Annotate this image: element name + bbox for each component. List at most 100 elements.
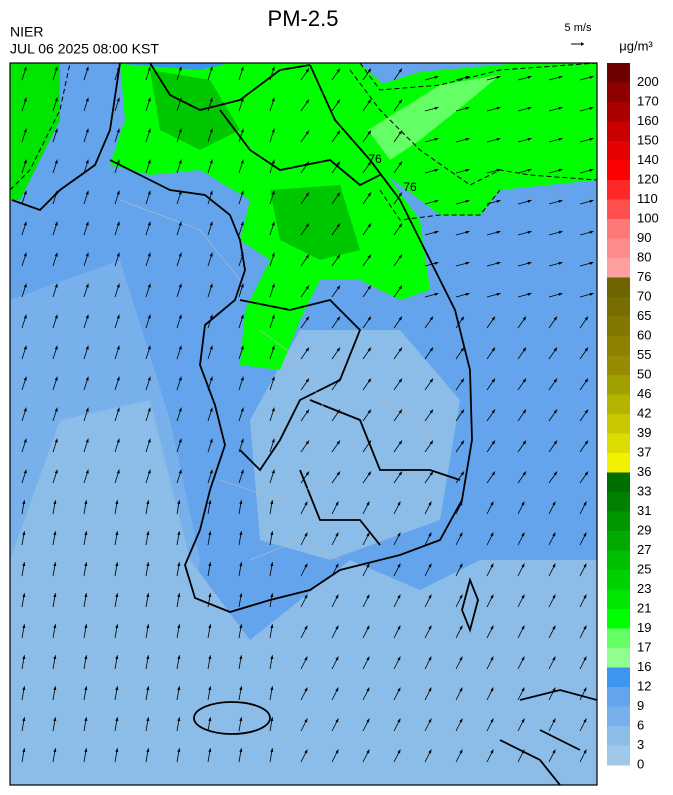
wind-arrowhead	[304, 687, 308, 692]
colorbar-segment	[607, 336, 630, 356]
wind-arrowhead	[583, 532, 587, 537]
wind-arrowhead	[522, 409, 527, 414]
wind-arrowhead	[23, 314, 27, 319]
datetime: JUL 06 2025 08:00 KST	[10, 41, 159, 57]
wind-arrowhead	[85, 283, 89, 288]
wind-arrowhead	[305, 316, 310, 321]
wind-arrowhead	[208, 531, 212, 536]
wind-arrowhead	[490, 532, 494, 537]
wind-arrowhead	[178, 407, 182, 412]
wind-arrowhead	[208, 593, 212, 598]
wind-vectors	[21, 66, 594, 763]
wind-arrowhead	[583, 749, 587, 754]
wind-arrowhead	[490, 718, 494, 723]
wind-arrowhead	[428, 656, 432, 661]
wind-arrowhead	[397, 532, 401, 537]
contour-76	[10, 63, 597, 221]
wind-arrowhead	[23, 66, 27, 71]
wind-arrowhead	[434, 75, 439, 79]
wind-arrowhead	[428, 625, 432, 630]
wind-arrowhead	[553, 440, 558, 445]
pm-area	[10, 63, 60, 200]
colorbar-segment	[607, 433, 630, 454]
wind-arrowhead	[177, 624, 181, 629]
wind-arrowhead	[178, 159, 182, 164]
wind-arrowhead	[490, 594, 494, 599]
wind-arrowhead	[271, 159, 275, 164]
wind-arrowhead	[398, 471, 403, 476]
wind-arrowhead	[397, 749, 401, 754]
wind-arrowhead	[367, 347, 372, 352]
wind-arrowhead	[558, 199, 563, 203]
wind-arrowhead	[459, 501, 463, 506]
wind-arrowhead	[434, 106, 439, 110]
wind-arrowhead	[53, 624, 57, 629]
wind-arrowhead	[428, 594, 432, 599]
wind-arrowhead	[209, 376, 213, 381]
wind-arrowhead	[553, 409, 558, 414]
colorbar-label: 42	[637, 405, 651, 420]
wind-arrowhead	[584, 440, 589, 445]
wind-arrowhead	[305, 130, 310, 135]
wind-arrowhead	[240, 469, 244, 474]
colorbar-label: 90	[637, 230, 651, 245]
wind-arrowhead	[116, 345, 120, 350]
wind-arrowhead	[240, 221, 244, 226]
wind-arrowhead	[428, 563, 432, 568]
wind-arrowhead	[53, 531, 57, 536]
wind-arrowhead	[54, 345, 58, 350]
colorbar-label: 37	[637, 444, 651, 459]
wind-arrowhead	[305, 254, 310, 259]
wind-arrowhead	[116, 128, 120, 133]
wind-arrowhead	[23, 345, 27, 350]
wind-arrowhead	[434, 199, 439, 203]
wind-arrowhead	[552, 749, 556, 754]
wind-arrowhead	[336, 440, 341, 445]
wind-arrowhead	[271, 376, 275, 381]
wind-arrowhead	[305, 285, 310, 290]
wind-arrowhead	[428, 749, 432, 754]
wind-arrowhead	[496, 292, 501, 296]
wind-arrowhead	[552, 656, 556, 661]
wind-arrowhead	[397, 501, 401, 506]
colorbar-label: 31	[637, 503, 651, 518]
wind-arrowhead	[240, 345, 244, 350]
wind-arrowhead	[465, 137, 470, 141]
wind-arrowhead	[336, 285, 341, 290]
wind-arrowhead	[583, 625, 587, 630]
wind-arrowhead	[304, 749, 308, 754]
wind-arrowhead	[23, 252, 27, 257]
wind-arrowhead	[239, 748, 243, 753]
wind-arrowhead	[558, 292, 563, 296]
colorbar-segment	[607, 63, 630, 83]
wind-arrowhead	[366, 501, 370, 506]
wind-arrowhead	[239, 531, 243, 536]
wind-arrowhead	[459, 687, 463, 692]
wind-arrowhead	[527, 137, 532, 141]
wind-arrowhead	[146, 748, 150, 753]
wind-arrowhead	[240, 66, 244, 71]
wind-arrowhead	[270, 655, 274, 660]
colorbar-label: 29	[637, 522, 651, 537]
wind-arrowhead	[178, 221, 182, 226]
wind-arrowhead	[146, 624, 150, 629]
wind-arrowhead	[429, 471, 434, 476]
wind-arrowhead	[521, 718, 525, 723]
colorbar-segment	[607, 102, 630, 122]
wind-arrowhead	[398, 68, 403, 73]
colorbar-label: 21	[637, 600, 651, 615]
wind-arrowhead	[271, 221, 275, 226]
wind-arrowhead	[304, 656, 308, 661]
wind-scale-label: 5 m/s	[565, 22, 592, 34]
wind-arrowhead	[527, 230, 532, 234]
wind-arrowhead	[177, 655, 181, 660]
wind-arrowhead	[22, 593, 26, 598]
wind-arrowhead	[521, 687, 525, 692]
pm-area	[330, 63, 597, 215]
wind-arrowhead	[53, 686, 57, 691]
wind-arrowhead	[521, 532, 525, 537]
wind-arrowhead	[398, 285, 403, 290]
colorbar-label: 70	[637, 288, 651, 303]
colorbar-label: 50	[637, 366, 651, 381]
